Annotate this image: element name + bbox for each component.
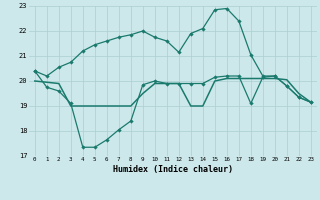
X-axis label: Humidex (Indice chaleur): Humidex (Indice chaleur) (113, 165, 233, 174)
